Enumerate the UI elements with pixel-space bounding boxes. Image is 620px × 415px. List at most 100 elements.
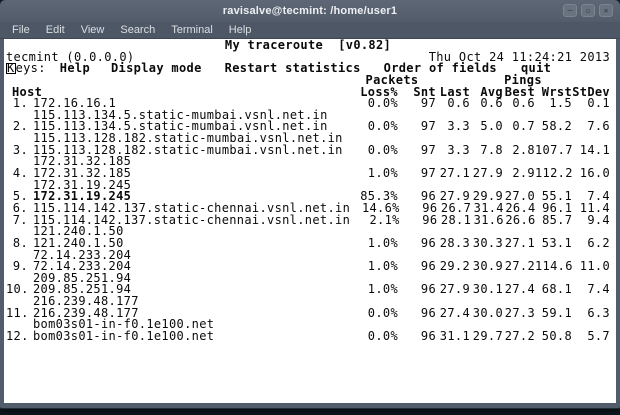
col-header-avg: Avg [480, 84, 503, 99]
hop-host: bom03s01-in-f0.1e100.net [33, 317, 215, 332]
hop-row: 4. 172.31.32.185 1.0% 97 27.1 27.9 2.9 112.2 16.… [6, 166, 610, 181]
hop-number: 7. [12, 212, 28, 227]
minimize-button-icon[interactable]: ─ [563, 4, 577, 17]
stat-value: 16.0 [579, 166, 610, 181]
hop-host: 172.16.16.1 [33, 96, 117, 111]
hop-number: 2. [12, 119, 28, 134]
stat-value: 30.9 [472, 259, 503, 274]
stat-value: 30.3 [472, 235, 503, 250]
menu-search[interactable]: Search [120, 24, 156, 36]
stat-value: 6.2 [587, 235, 610, 250]
stat-value: 29.9 [472, 189, 503, 204]
hop-number: 4. [12, 166, 28, 181]
hop-alt-host-row: 121.240.1.50 [6, 224, 610, 239]
col-header-stdev: StDev [572, 84, 610, 99]
stat-value: 27.4 [504, 282, 535, 297]
stat-value: 27.3 [504, 305, 535, 320]
stat-value: 97 [420, 166, 436, 181]
menu-file[interactable]: File [12, 24, 30, 36]
stat-value: 1.0% [367, 166, 398, 181]
col-header-snt: Snt [413, 84, 436, 99]
hop-alt-host-row: 115.113.128.182.static-mumbai.vsnl.net.i… [6, 132, 610, 145]
stat-value: 0.0% [367, 119, 398, 134]
hop-host: 209.85.251.94 [33, 270, 132, 285]
hop-host: 115.113.134.5.static-mumbai.vsnl.net.in [33, 119, 328, 134]
stat-value: 0.7 [512, 119, 535, 134]
stat-value: 3.3 [447, 119, 470, 134]
stat-value: 30.1 [472, 282, 503, 297]
hop-host: 216.239.48.177 [33, 305, 139, 320]
hop-host: 172.31.19.245 [33, 177, 132, 192]
stat-value: 1.5 [549, 96, 572, 111]
stat-column-headers: Loss% Snt Last Avg Best WrstStDev [348, 84, 610, 99]
stat-value: 96 [420, 305, 436, 320]
stat-value: 28.3 [439, 235, 470, 250]
menu-view[interactable]: View [80, 24, 105, 36]
stat-value: 11.4 [579, 200, 610, 215]
stat-value: 27.9 [472, 166, 503, 181]
stat-value: 96.1 [542, 200, 573, 215]
stat-value: 11.0 [579, 259, 610, 274]
stat-value: 96 [422, 200, 438, 215]
titlebar[interactable]: ravisalve@tecmint: /home/user1 ─ ▫ ✕ [0, 0, 620, 22]
close-button-icon[interactable]: ✕ [599, 4, 613, 17]
traceroute-rows: 1. 172.16.16.1 0.0% 97 0.6 0.6 0.6 1.5 0.1 115.11… [6, 96, 610, 344]
pings-group-header: Pings [504, 72, 542, 87]
hop-row: 8. 121.240.1.50 1.0% 96 28.3 30.3 27.1 53.1 6.2 [6, 235, 610, 250]
hop-host: 72.14.233.204 [33, 259, 132, 274]
terminal-screen[interactable]: My traceroute [v0.82] tecmint (0.0.0.0) … [4, 39, 616, 403]
stat-value: 0.0% [367, 305, 398, 320]
col-header-last: Last [439, 84, 470, 99]
stat-value: 2.8 [512, 142, 535, 157]
maximize-button-icon[interactable]: ▫ [581, 4, 595, 17]
hop-row: 5. 172.31.19.245 85.3% 96 27.9 29.9 27.0 55.1 7.… [6, 191, 610, 203]
column-header-line: Host Loss% Snt Last Avg Best WrstStDev [6, 84, 610, 99]
stat-value: 7.4 [587, 282, 610, 297]
window-title: ravisalve@tecmint: /home/user1 [222, 5, 398, 17]
hop-host: 172.31.32.185 [33, 166, 132, 181]
hop-host: 115.113.128.182.static-mumbai.vsnl.net.i… [33, 142, 343, 157]
stat-value: 85.7 [542, 212, 573, 227]
stat-value: 14.6% [361, 200, 400, 215]
stat-value: 2.1% [369, 212, 400, 227]
stat-value: 97 [420, 142, 436, 157]
stat-value: 28.1 [440, 212, 472, 227]
hop-row: 6. 115.114.142.137.static-chennai.vsnl.ne… [6, 200, 610, 215]
stat-value: 30.0 [472, 305, 503, 320]
key-hint-display-mode: Display mode [111, 61, 202, 76]
stat-value: 85.3% [360, 189, 398, 204]
hop-row: 7. 115.114.142.137.static-chennai.vsnl.ne… [6, 212, 610, 227]
stat-value: 27.9 [439, 189, 470, 204]
hop-number: 3. [12, 142, 28, 157]
stat-value: 26.7 [440, 200, 472, 215]
stat-value: 0.6 [447, 96, 470, 111]
hop-number: 1. [12, 96, 28, 111]
menubar: File Edit View Search Terminal Help [0, 22, 620, 39]
stat-value: 31.6 [473, 212, 504, 227]
packets-group-header: Packets [365, 72, 419, 87]
hop-alt-host-row: 72.14.233.204 [6, 249, 610, 262]
stat-value: 27.4 [439, 305, 470, 320]
key-hint-restart-statistics: Restart statistics [224, 61, 361, 76]
menu-help[interactable]: Help [228, 24, 252, 36]
stat-value: 26.6 [505, 212, 536, 227]
host-date-line: tecmint (0.0.0.0) Thu Oct 24 11:24:21 20… [6, 51, 610, 64]
hop-row: 3. 115.113.128.182.static-mumbai.vsnl.net… [6, 142, 610, 157]
menu-edit[interactable]: Edit [45, 24, 65, 36]
stat-value: 97 [420, 96, 436, 111]
key-hint-order-of-fields: Order of fields [383, 61, 497, 76]
stat-value: 68.1 [541, 282, 572, 297]
menu-terminal[interactable]: Terminal [171, 24, 213, 36]
hop-host: 209.85.251.94 [33, 282, 132, 297]
hop-host: 121.240.1.50 [33, 224, 124, 239]
terminal-cursor: K [6, 61, 16, 76]
stat-value: 97 [420, 119, 436, 134]
stat-value: 31.1 [439, 329, 470, 344]
hop-number: 10. [6, 282, 29, 297]
stat-value: 96 [420, 259, 436, 274]
hop-alt-host-row: bom03s01-in-f0.1e100.net [6, 319, 610, 331]
hop-host: 172.31.19.245 [33, 189, 132, 204]
stat-value: 6.3 [587, 305, 610, 320]
stat-value: 3.3 [447, 142, 470, 157]
keys-label: Keys: [6, 61, 46, 76]
